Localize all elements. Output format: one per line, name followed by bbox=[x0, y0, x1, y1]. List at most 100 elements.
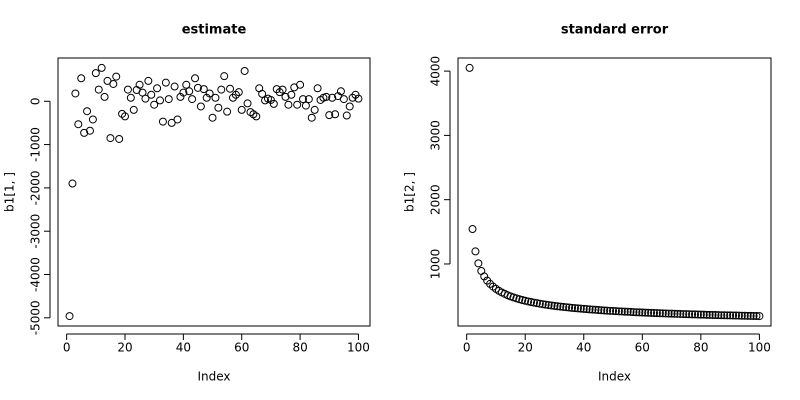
point bbox=[655, 309, 664, 318]
point bbox=[156, 96, 165, 105]
point bbox=[597, 306, 606, 315]
point bbox=[354, 94, 363, 103]
point bbox=[88, 115, 97, 124]
point bbox=[518, 296, 527, 305]
point bbox=[77, 74, 86, 83]
point bbox=[708, 310, 717, 319]
point bbox=[600, 306, 609, 315]
point bbox=[638, 308, 647, 317]
point bbox=[752, 312, 761, 321]
point bbox=[620, 307, 629, 316]
point bbox=[144, 76, 153, 85]
point bbox=[106, 134, 115, 143]
point bbox=[135, 80, 144, 89]
x-tick-label: 0 bbox=[63, 341, 71, 355]
point bbox=[562, 303, 571, 312]
point bbox=[737, 311, 746, 320]
point bbox=[559, 302, 568, 311]
point bbox=[269, 99, 278, 108]
point bbox=[170, 82, 179, 91]
point bbox=[202, 93, 211, 102]
point bbox=[100, 92, 109, 101]
point bbox=[480, 272, 489, 281]
point bbox=[199, 85, 208, 94]
point bbox=[661, 309, 670, 318]
point bbox=[702, 310, 711, 319]
point bbox=[673, 309, 682, 318]
point bbox=[471, 247, 480, 256]
point bbox=[711, 311, 720, 320]
point bbox=[120, 112, 129, 121]
point bbox=[705, 310, 714, 319]
point bbox=[208, 113, 217, 122]
point bbox=[293, 100, 302, 109]
point bbox=[576, 304, 585, 313]
point bbox=[691, 310, 700, 319]
point bbox=[205, 89, 214, 98]
point bbox=[243, 99, 252, 108]
point bbox=[623, 307, 632, 316]
point bbox=[153, 84, 162, 93]
plot-frame bbox=[457, 57, 772, 327]
x-tick-label: 100 bbox=[347, 341, 370, 355]
point bbox=[544, 301, 553, 310]
point bbox=[313, 84, 322, 93]
point bbox=[240, 66, 249, 75]
point bbox=[339, 95, 348, 104]
point bbox=[682, 310, 691, 319]
point bbox=[325, 111, 334, 120]
point bbox=[743, 311, 752, 320]
point bbox=[304, 95, 313, 104]
point bbox=[115, 134, 124, 143]
point bbox=[717, 311, 726, 320]
point bbox=[632, 308, 641, 317]
panel: estimate Index b1[1, ] 0 20 40 60 80 100 -5000 -40… bbox=[3, 23, 371, 384]
point bbox=[755, 312, 764, 321]
point bbox=[123, 85, 132, 94]
point bbox=[579, 304, 588, 313]
chart-title: standard error bbox=[561, 23, 669, 38]
point bbox=[296, 80, 305, 89]
point bbox=[667, 309, 676, 318]
y-tick-label: -1000 bbox=[29, 127, 43, 162]
x-tick-label: 20 bbox=[117, 341, 132, 355]
point bbox=[158, 117, 167, 126]
point bbox=[734, 311, 743, 320]
point bbox=[609, 306, 618, 315]
point bbox=[746, 311, 755, 320]
x-tick-label: 60 bbox=[635, 341, 650, 355]
point bbox=[535, 299, 544, 308]
point bbox=[465, 63, 474, 72]
point bbox=[299, 95, 308, 104]
point bbox=[193, 83, 202, 92]
point bbox=[550, 301, 559, 310]
point bbox=[664, 309, 673, 318]
point bbox=[217, 85, 226, 94]
point bbox=[278, 85, 287, 94]
x-tick-label: 40 bbox=[576, 341, 591, 355]
y-tick-label: 0 bbox=[29, 97, 43, 105]
y-axis-label: b1[1, ] bbox=[3, 172, 17, 212]
point bbox=[188, 95, 197, 104]
point bbox=[693, 310, 702, 319]
point bbox=[474, 259, 483, 268]
point bbox=[541, 300, 550, 309]
point bbox=[118, 109, 127, 118]
y-tick-label: 3000 bbox=[429, 120, 443, 151]
point bbox=[670, 309, 679, 318]
point bbox=[74, 120, 83, 129]
point bbox=[688, 310, 697, 319]
point bbox=[287, 90, 296, 99]
point bbox=[524, 297, 533, 306]
point bbox=[699, 310, 708, 319]
point bbox=[164, 95, 173, 104]
point bbox=[570, 304, 579, 313]
point bbox=[68, 179, 77, 188]
point bbox=[591, 305, 600, 314]
y-tick-label: -3000 bbox=[29, 214, 43, 249]
y-tick-label: -2000 bbox=[29, 170, 43, 205]
point bbox=[617, 307, 626, 316]
panel: standard error Index b1[2, ] 0 20 40 60 80 100 10… bbox=[403, 23, 772, 384]
y-axis-label: b1[2, ] bbox=[403, 172, 417, 212]
